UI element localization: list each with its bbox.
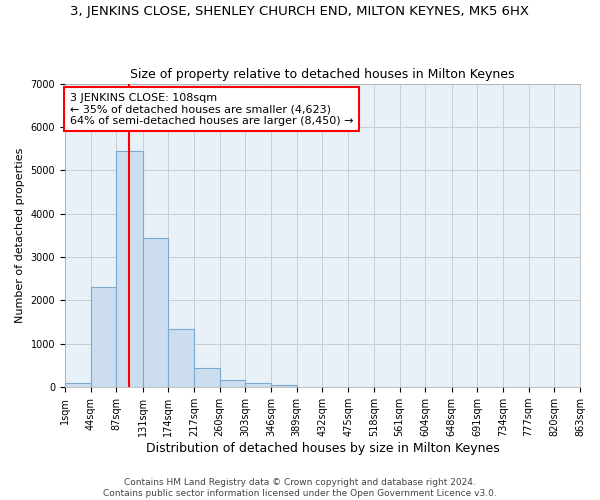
Text: 3 JENKINS CLOSE: 108sqm
← 35% of detached houses are smaller (4,623)
64% of semi: 3 JENKINS CLOSE: 108sqm ← 35% of detache… bbox=[70, 92, 353, 126]
Bar bbox=[194, 368, 220, 387]
Bar bbox=[91, 288, 116, 387]
Bar bbox=[245, 383, 271, 387]
Bar bbox=[143, 238, 168, 387]
Y-axis label: Number of detached properties: Number of detached properties bbox=[15, 148, 25, 323]
X-axis label: Distribution of detached houses by size in Milton Keynes: Distribution of detached houses by size … bbox=[146, 442, 499, 455]
Title: Size of property relative to detached houses in Milton Keynes: Size of property relative to detached ho… bbox=[130, 68, 515, 81]
Bar bbox=[271, 385, 297, 387]
Text: 3, JENKINS CLOSE, SHENLEY CHURCH END, MILTON KEYNES, MK5 6HX: 3, JENKINS CLOSE, SHENLEY CHURCH END, MI… bbox=[71, 5, 530, 18]
Bar bbox=[116, 151, 143, 387]
Bar bbox=[220, 380, 245, 387]
Bar bbox=[168, 328, 194, 387]
Text: Contains HM Land Registry data © Crown copyright and database right 2024.
Contai: Contains HM Land Registry data © Crown c… bbox=[103, 478, 497, 498]
Bar bbox=[65, 383, 91, 387]
